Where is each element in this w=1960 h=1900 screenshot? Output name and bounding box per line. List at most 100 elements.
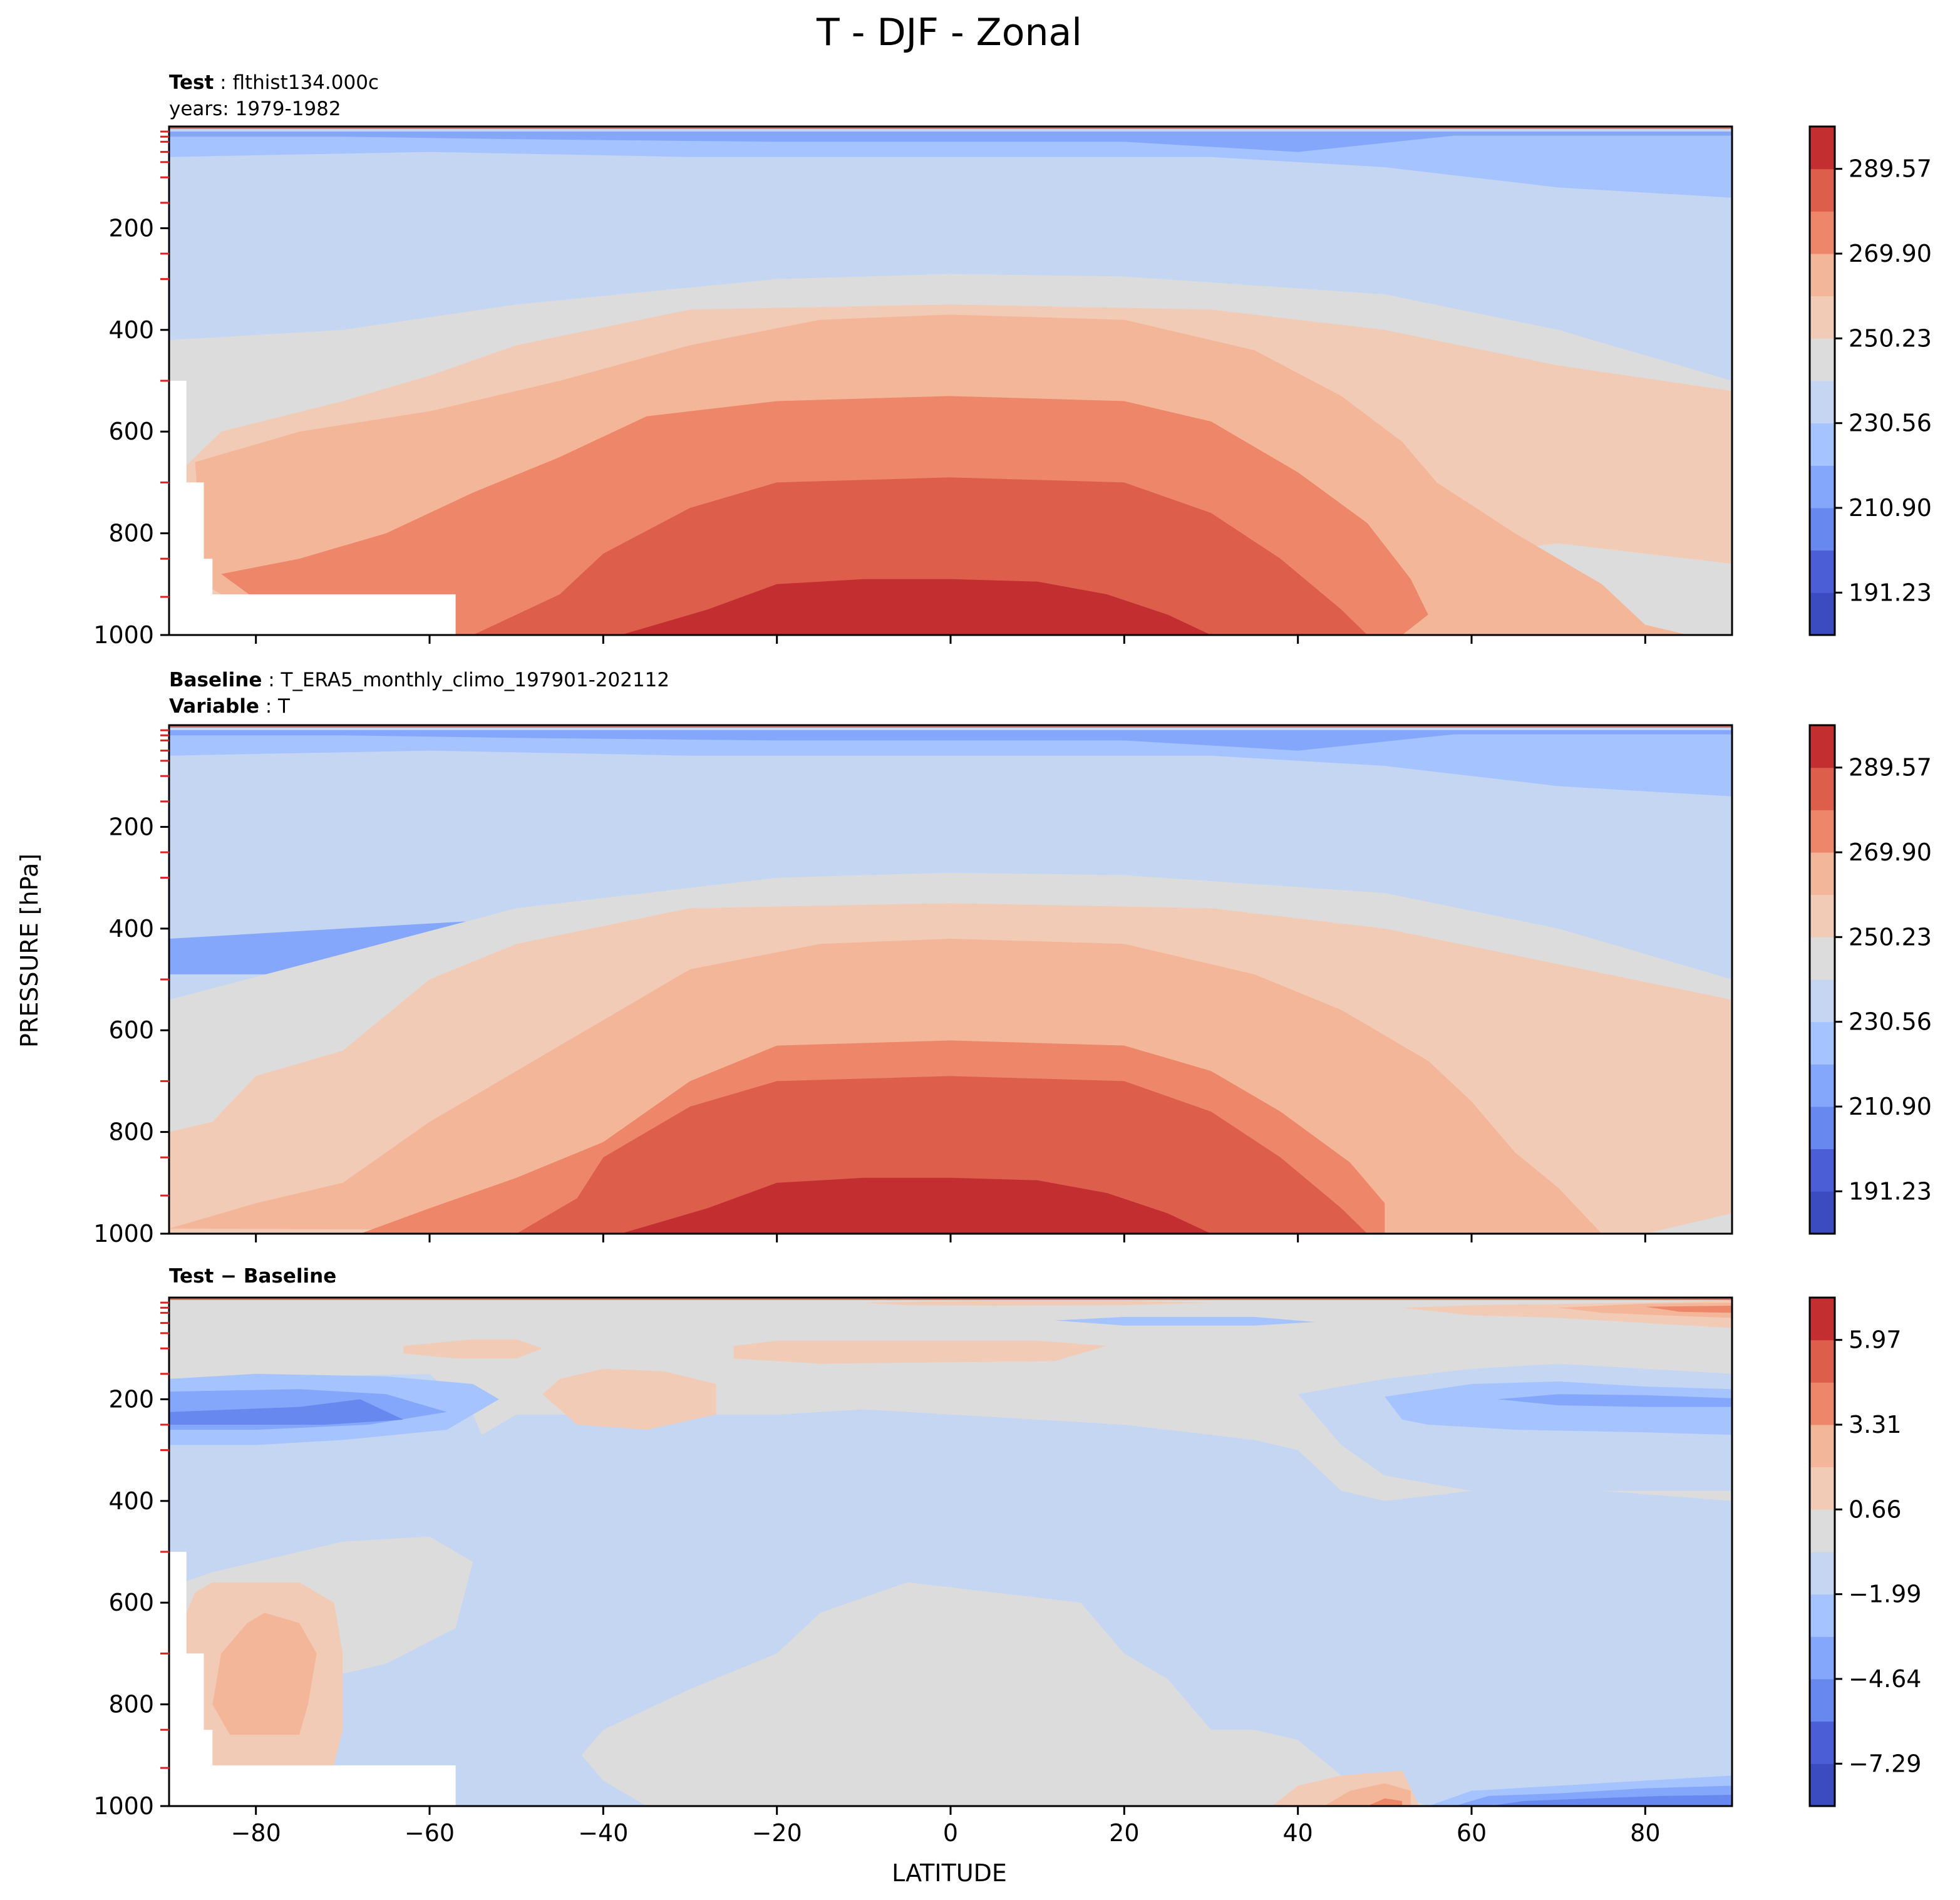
contour-band-level-6 (864, 1300, 1211, 1306)
colorbar-tick-label: 250.23 (1849, 923, 1932, 951)
colorbar-tick-label: 0.66 (1849, 1495, 1902, 1523)
x-tick-label: −60 (405, 1819, 455, 1847)
colorbar-frame (1808, 1296, 1836, 1807)
colorbar-segment (1810, 852, 1835, 896)
colorbar-tick-label: 191.23 (1849, 1177, 1932, 1205)
colorbar-segment (1810, 1340, 1835, 1383)
panel-test: 200 400 600 800 1000 Test : flthist134.000c ye… (93, 71, 1932, 649)
contour-band-level-10 (621, 579, 1211, 635)
x-tick-label: −20 (752, 1819, 802, 1847)
plot-area (169, 126, 1732, 635)
colorbar-segment (1810, 1509, 1835, 1552)
colorbar-segment (1810, 767, 1835, 810)
colorbar-segment (1810, 937, 1835, 980)
y-axis-label: PRESSURE [hPa] (16, 854, 43, 1048)
colorbar: 5.97 3.31 0.66 −1.99 −4.64 −7.29 (1808, 1296, 1921, 1807)
x-tick-label: 60 (1457, 1819, 1487, 1847)
colorbar-tick-label: 3.31 (1849, 1411, 1902, 1438)
colorbar-segment (1810, 508, 1835, 551)
colorbar-segment (1810, 1552, 1835, 1595)
colorbar-segment (1810, 1763, 1835, 1807)
colorbar-segment (1810, 1467, 1835, 1510)
y-tick-label: 400 (108, 915, 154, 942)
y-tick-label: 800 (108, 1118, 154, 1146)
colorbar-segment (1810, 979, 1835, 1023)
colorbar-tick-label: 191.23 (1849, 579, 1932, 606)
y-tick-label: 1000 (93, 1220, 154, 1247)
contour-band-level-6 (733, 1341, 1107, 1364)
panel-title-bold: Test (169, 71, 214, 94)
y-tick-label: 800 (108, 520, 154, 547)
colorbar-tick-label: −4.64 (1849, 1665, 1921, 1693)
colorbar-segment (1810, 1107, 1835, 1150)
colorbar-segment (1810, 1149, 1835, 1192)
panel-title-line: Variable : T (169, 695, 291, 718)
panels-container: 200 400 600 800 1000 Test : flthist134.000c ye… (93, 71, 1932, 1847)
colorbar-tick-label: −7.29 (1849, 1750, 1921, 1777)
contour-band-level-9 (516, 1076, 1368, 1234)
colorbar-segment (1810, 894, 1835, 937)
x-tick-label: 20 (1109, 1819, 1139, 1847)
colorbar-tick-label: 289.57 (1849, 754, 1932, 782)
colorbar-segment (1810, 381, 1835, 424)
y-tick-label: 200 (108, 1385, 154, 1413)
colorbar-tick-label: −1.99 (1849, 1581, 1921, 1608)
colorbar: 289.57 269.90 250.23 230.56 210.90 191.23 (1808, 724, 1932, 1235)
top-level-band (169, 126, 1732, 129)
y-tick-label: 200 (108, 813, 154, 840)
colorbar-segment (1810, 1679, 1835, 1722)
panel-baseline: 200 400 600 800 1000 Baseline : T_ERA5_monthl… (93, 669, 1932, 1247)
colorbar-segment (1810, 725, 1835, 768)
x-tick-label: 40 (1282, 1819, 1313, 1847)
top-level-band (169, 1298, 1732, 1300)
colorbar-frame (1808, 724, 1836, 1235)
colorbar-segment (1810, 550, 1835, 593)
colorbar-segment (1810, 810, 1835, 853)
contour-band-level-6 (403, 1339, 543, 1359)
colorbar-segment (1810, 338, 1835, 381)
figure-title: T - DJF - Zonal (816, 11, 1082, 54)
colorbar-tick-label: 210.90 (1849, 494, 1932, 522)
contour-band-level-8 (1645, 1306, 1732, 1313)
colorbar-segment (1810, 254, 1835, 297)
colorbar-segment (1810, 211, 1835, 254)
panel-title-text: : T_ERA5_monthly_climo_197901-202112 (262, 669, 669, 691)
contour-band-level-4 (212, 1409, 1732, 1806)
panel-title-line: Baseline : T_ERA5_monthly_climo_197901-2… (169, 669, 669, 691)
contour-band-level-7 (212, 1613, 317, 1735)
colorbar-segment (1810, 168, 1835, 212)
contour-band-level-10 (621, 1177, 1211, 1234)
colorbar: 289.57 269.90 250.23 230.56 210.90 191.23 (1808, 125, 1932, 636)
panel-title-bold: Test − Baseline (169, 1265, 336, 1288)
top-level-band (169, 725, 1732, 728)
x-axis-label: LATITUDE (892, 1859, 1007, 1887)
y-tick-label: 200 (108, 214, 154, 242)
colorbar-segment (1810, 296, 1835, 339)
y-tick-label: 600 (108, 1589, 154, 1616)
contour-band-level-1 (169, 1399, 404, 1425)
colorbar-segment (1810, 465, 1835, 509)
colorbar-tick-label: 5.97 (1849, 1326, 1902, 1354)
y-tick-label: 1000 (93, 621, 154, 649)
contour-band-level-2 (1497, 1394, 1732, 1407)
panel-title-bold: Baseline (169, 669, 262, 691)
colorbar-segment (1810, 126, 1835, 170)
panel-title-line: Test − Baseline (169, 1265, 336, 1288)
colorbar-tick-label: 230.56 (1849, 410, 1932, 437)
panel-title-text: : flthist134.000c (214, 71, 379, 94)
contour-band-level-3 (1385, 1381, 1732, 1435)
colorbar-segment (1810, 1298, 1835, 1341)
colorbar-segment (1810, 1064, 1835, 1107)
colorbar-segment (1810, 1021, 1835, 1065)
panel-title-line: years: 1979-1982 (169, 98, 341, 120)
colorbar-segment (1810, 1382, 1835, 1425)
contour-band-level-9 (473, 477, 1368, 635)
x-tick-label: −40 (578, 1819, 628, 1847)
contour-band-level-8 (1367, 1798, 1403, 1806)
contour-band-level-5 (820, 1593, 1125, 1690)
colorbar-segment (1810, 1425, 1835, 1468)
colorbar-tick-label: 230.56 (1849, 1008, 1932, 1036)
colorbar-segment (1810, 1191, 1835, 1234)
y-tick-label: 1000 (93, 1792, 154, 1820)
